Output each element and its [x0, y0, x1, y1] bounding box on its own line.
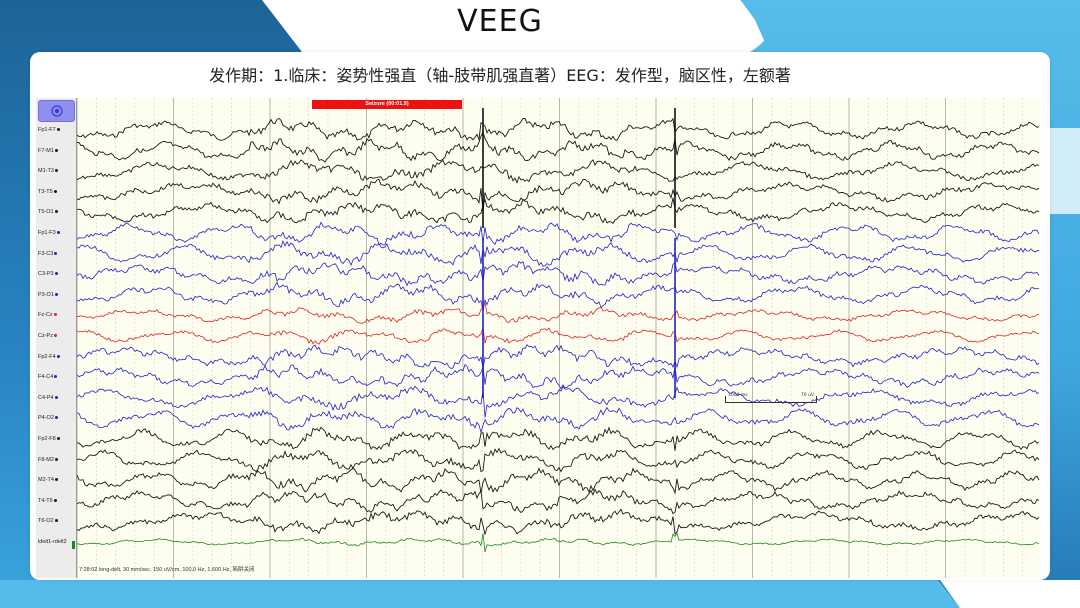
- channel-color-dot: [56, 437, 60, 441]
- channel-label[interactable]: T5-O1: [38, 209, 58, 215]
- channel-label-text: P4-O2: [38, 415, 54, 422]
- channel-label-text: T3-T5: [38, 188, 53, 195]
- background-bottom-corner: [940, 580, 1080, 608]
- channel-label[interactable]: T3-T5: [38, 189, 57, 195]
- channel-color-dot: [53, 334, 57, 338]
- channel-color-dot: [54, 210, 58, 214]
- channel-color-dot: [54, 251, 58, 255]
- channel-label-text: Fp2-F8: [38, 436, 56, 442]
- channel-label-text: F8-M2: [38, 456, 54, 463]
- channel-label[interactable]: Cz-Pz: [38, 333, 57, 339]
- channel-label[interactable]: F8-M2: [38, 457, 58, 463]
- channel-color-dot: [54, 292, 58, 296]
- target-icon: [50, 105, 63, 117]
- calibration-scale-bar: 1000 ms 70 uV: [725, 393, 817, 403]
- channel-label-text: F3-C3: [38, 250, 54, 257]
- channel-label-text: T5-O1: [38, 209, 54, 216]
- eeg-waveform-area[interactable]: Seizure (00:01.9) 1000 ms 70 uV: [76, 98, 1040, 578]
- channel-color-dot: [54, 375, 58, 379]
- eeg-viewer: Fp1-F7 F7-M1 M1-T3 T3-T5 T5-O1 Fp1-F3 F3-C3 C3-…: [36, 98, 1040, 578]
- channel-label-text: C4-P4: [38, 394, 54, 401]
- channel-label[interactable]: C4-P4: [38, 395, 58, 401]
- slide-title: VEEG: [457, 4, 543, 39]
- channel-label-text: C3-P3: [38, 271, 54, 278]
- channel-label-text: Fz-Cz: [38, 312, 53, 319]
- channel-color-dot: [54, 272, 58, 276]
- channel-color-dot: [54, 478, 58, 482]
- channel-color-dot: [56, 354, 60, 358]
- channel-label-text: F7-M1: [38, 147, 54, 154]
- channel-label-text: M2-T4: [38, 477, 54, 484]
- slide-subtitle: 发作期：1.临床：姿势性强直（轴-肢带肌强直著）EEG：发作型，脑区性，左额著: [209, 66, 791, 85]
- channel-color-dot: [54, 457, 58, 461]
- channel-label[interactable]: Fz-Cz: [38, 312, 57, 318]
- background-bottom-band: [0, 580, 960, 608]
- eeg-traces: [76, 98, 1040, 578]
- channel-color-dot: [56, 231, 60, 235]
- scale-amp-label: 70 uV: [800, 393, 814, 398]
- scale-time-label: 1000 ms: [728, 393, 748, 398]
- channel-label[interactable]: ldelt1-rdelt2: [38, 539, 67, 545]
- channel-label[interactable]: F4-C4: [38, 374, 58, 381]
- channel-label[interactable]: M1-T3: [38, 168, 58, 174]
- montage-button[interactable]: [38, 100, 75, 122]
- channel-label-text: F4-C4: [38, 374, 54, 381]
- channel-label-text: Cz-Pz: [38, 333, 53, 339]
- channel-label-text: Fp1-F3: [38, 230, 56, 236]
- channel-label[interactable]: Fp2-F4: [38, 354, 60, 360]
- channel-color-dot: [54, 395, 58, 399]
- channel-color-dot: [53, 498, 57, 502]
- channel-color-dot: [54, 519, 58, 523]
- channel-color-dot: [53, 313, 57, 317]
- channel-label-text: T6-O2: [38, 518, 54, 525]
- channel-color-dot: [54, 169, 58, 173]
- channel-label[interactable]: P4-O2: [38, 415, 58, 421]
- seizure-event-marker[interactable]: Seizure (00:01.9): [312, 100, 462, 109]
- recording-status-text: 7:28:02 long-delt, 30 mm/sec, 150 uV/cm,…: [79, 567, 255, 573]
- channel-label[interactable]: P3-O1: [38, 292, 58, 298]
- channel-label[interactable]: M2-T4: [38, 477, 58, 483]
- channel-label-text: Fp1-F7: [38, 127, 56, 133]
- channel-label[interactable]: T6-O2: [38, 518, 58, 524]
- event-channel-marker: [72, 541, 75, 549]
- channel-label-column: Fp1-F7 F7-M1 M1-T3 T3-T5 T5-O1 Fp1-F3 F3-C3 C3-…: [36, 98, 77, 578]
- channel-label[interactable]: F7-M1: [38, 148, 58, 154]
- channel-label-text: P3-O1: [38, 291, 54, 298]
- channel-label-text: T4-T6: [38, 497, 53, 504]
- channel-label[interactable]: Fp2-F8: [38, 436, 60, 442]
- channel-color-dot: [54, 148, 58, 152]
- channel-label[interactable]: Fp1-F3: [38, 230, 60, 236]
- channel-label-text: ldelt1-rdelt2: [38, 539, 67, 545]
- channel-color-dot: [54, 416, 58, 420]
- channel-label[interactable]: T4-T6: [38, 498, 57, 504]
- channel-label[interactable]: F3-C3: [38, 250, 58, 257]
- channel-label-text: Fp2-F4: [38, 353, 56, 360]
- channel-label[interactable]: C3-P3: [38, 271, 58, 277]
- channel-color-dot: [53, 189, 57, 193]
- channel-color-dot: [56, 128, 60, 132]
- channel-label[interactable]: Fp1-F7: [38, 127, 60, 133]
- channel-label-text: M1-T3: [38, 168, 54, 175]
